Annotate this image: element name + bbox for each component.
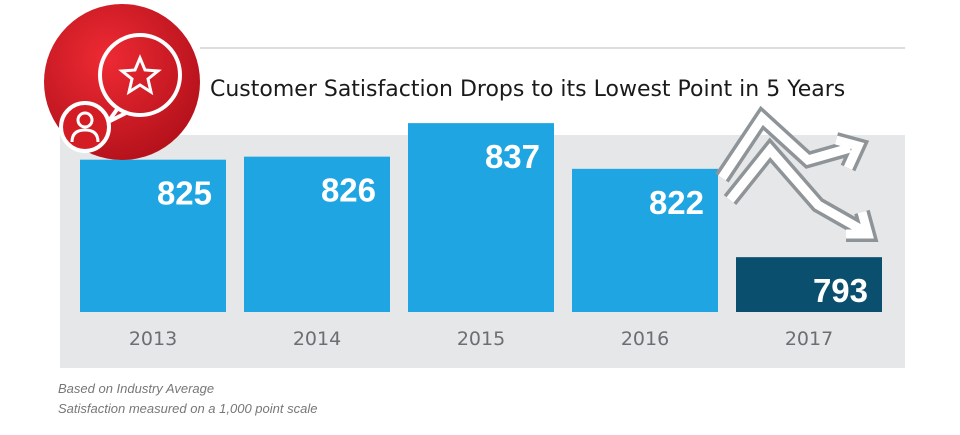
value-label: 837 (485, 138, 540, 175)
x-tick-label: 2015 (457, 328, 505, 350)
x-tick-label: 2017 (785, 328, 833, 350)
chart-title: Customer Satisfaction Drops to its Lowes… (210, 77, 845, 102)
x-tick-label: 2013 (129, 328, 177, 350)
bar (408, 123, 554, 312)
bar (736, 257, 882, 312)
value-label: 825 (157, 175, 212, 212)
bar (80, 159, 226, 312)
x-tick-label: 2016 (621, 328, 669, 350)
bar (572, 168, 718, 312)
arrows-icon (715, 105, 879, 242)
footnote: Based on Industry Average (58, 381, 214, 396)
badge-icon (44, 4, 200, 160)
bars (80, 123, 882, 312)
value-label: 826 (321, 172, 376, 209)
bar (244, 156, 390, 312)
x-tick-label: 2014 (293, 328, 341, 350)
value-label: 793 (813, 272, 868, 309)
footnote: Satisfaction measured on a 1,000 point s… (58, 401, 317, 416)
value-label: 822 (649, 184, 704, 221)
